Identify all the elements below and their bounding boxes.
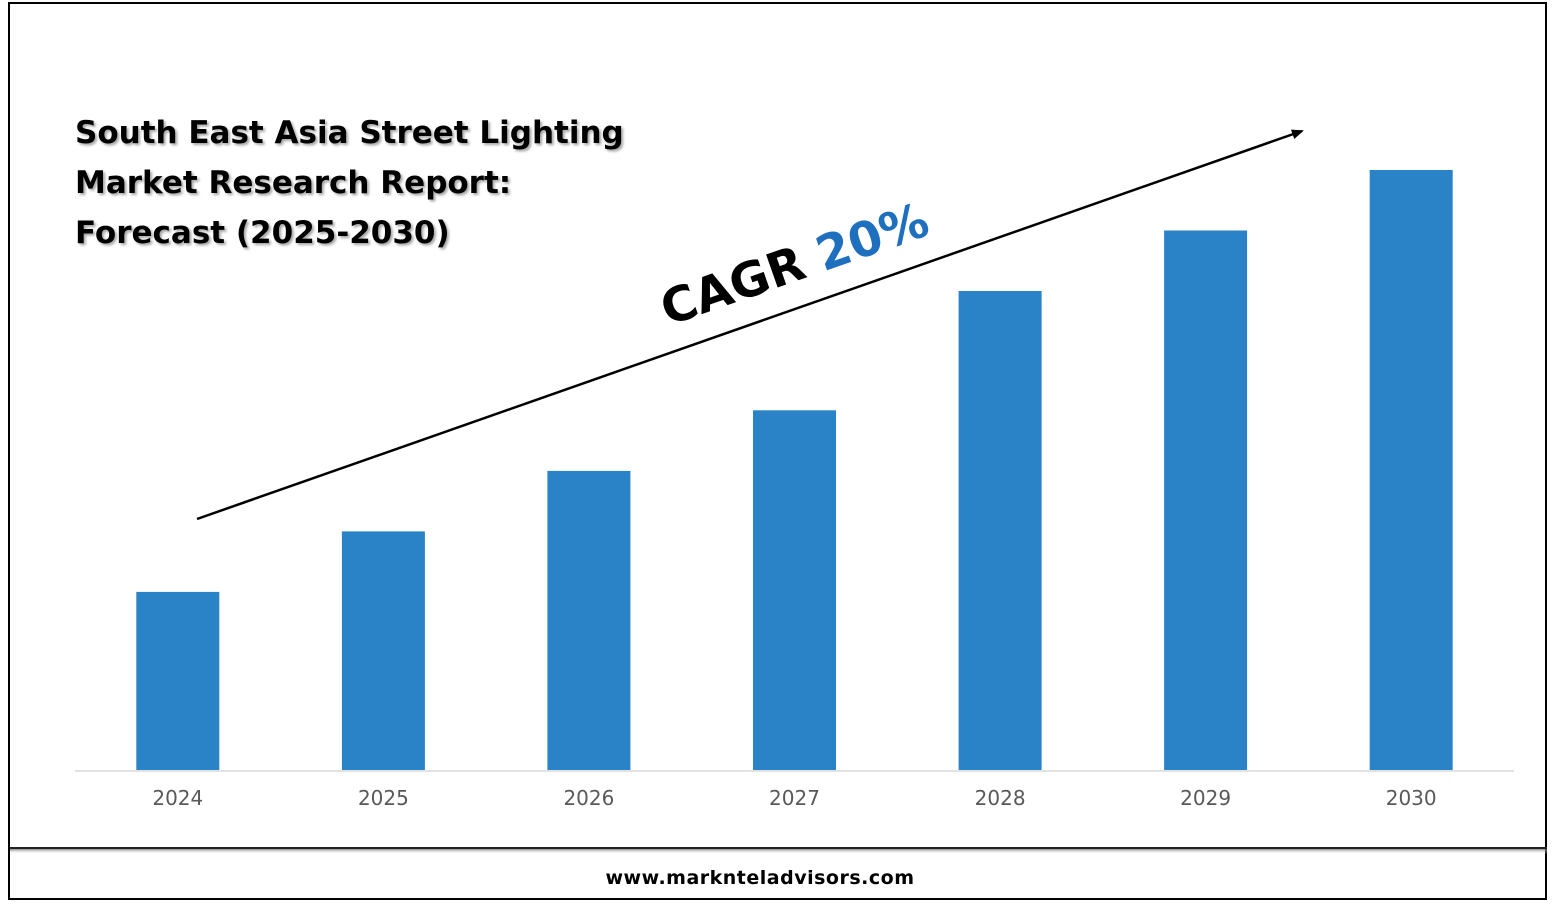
x-tick-label-2028: 2028 bbox=[975, 786, 1026, 810]
footer-divider bbox=[10, 848, 1547, 854]
bar-2029 bbox=[1164, 230, 1248, 770]
x-tick-label-2030: 2030 bbox=[1386, 786, 1437, 810]
cagr-annotation: CAGR20% bbox=[653, 192, 935, 337]
chart-title-line-3: Forecast (2025-2030) bbox=[75, 215, 450, 251]
footer-website-link[interactable]: www.marknteladvisors.com bbox=[606, 867, 915, 889]
cagr-trend-arrow bbox=[196, 129, 1304, 521]
bar-2030 bbox=[1369, 170, 1453, 770]
bar-series bbox=[136, 170, 1453, 770]
bar-2025 bbox=[341, 531, 425, 770]
x-tick-label-2029: 2029 bbox=[1180, 786, 1231, 810]
chart-title-line-2: Market Research Report: bbox=[75, 165, 511, 201]
bar-2024 bbox=[136, 591, 220, 770]
x-axis-tick-labels: 2024 2025 2026 2027 2028 2029 2030 bbox=[152, 786, 1436, 810]
svg-text:CAGR20%: CAGR20% bbox=[653, 192, 935, 337]
chart-title: South East Asia Street Lighting Market R… bbox=[75, 115, 624, 251]
x-tick-label-2025: 2025 bbox=[358, 786, 409, 810]
x-tick-label-2026: 2026 bbox=[563, 786, 614, 810]
bar-2028 bbox=[958, 291, 1042, 770]
cagr-label: CAGR bbox=[653, 235, 812, 337]
bar-2027 bbox=[753, 410, 836, 770]
x-tick-label-2024: 2024 bbox=[152, 786, 203, 810]
bar-2026 bbox=[547, 470, 631, 770]
x-tick-label-2027: 2027 bbox=[769, 786, 820, 810]
cagr-value: 20% bbox=[809, 192, 936, 283]
chart-title-line-1: South East Asia Street Lighting bbox=[75, 115, 624, 151]
